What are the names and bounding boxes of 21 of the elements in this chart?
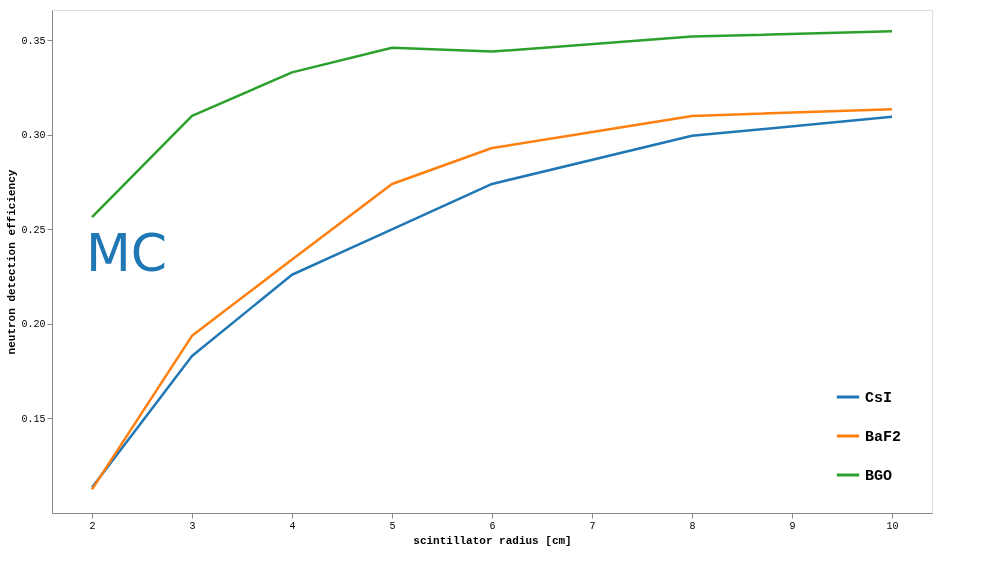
line-series bbox=[90, 30, 894, 219]
x-axis-title: scintillator radius [cm] bbox=[413, 534, 572, 547]
y-tick-label: 0.15 bbox=[21, 413, 46, 425]
x-tick-label: 7 bbox=[589, 520, 596, 532]
x-tick-label: 2 bbox=[89, 520, 96, 532]
x-tick-label: 3 bbox=[189, 520, 196, 532]
legend-label: BaF2 bbox=[865, 429, 902, 446]
x-tick-label: 8 bbox=[689, 520, 696, 532]
x-tick-label: 4 bbox=[289, 520, 296, 532]
y-axis-title: neutron detection efficiency bbox=[6, 169, 19, 355]
legend-label: CsI bbox=[865, 390, 893, 407]
x-tick-label: 9 bbox=[789, 520, 796, 532]
y-tick-label: 0.25 bbox=[21, 224, 46, 236]
x-tick-label: 10 bbox=[886, 520, 899, 532]
x-tick-label: 5 bbox=[389, 520, 396, 532]
annotation: MC bbox=[86, 223, 168, 283]
x-tick-label: 6 bbox=[489, 520, 496, 532]
y-tick-label: 0.30 bbox=[21, 130, 46, 142]
legend-label: BGO bbox=[865, 468, 893, 485]
y-tick-label: 0.35 bbox=[21, 35, 46, 47]
y-tick-label: 0.20 bbox=[21, 319, 46, 331]
